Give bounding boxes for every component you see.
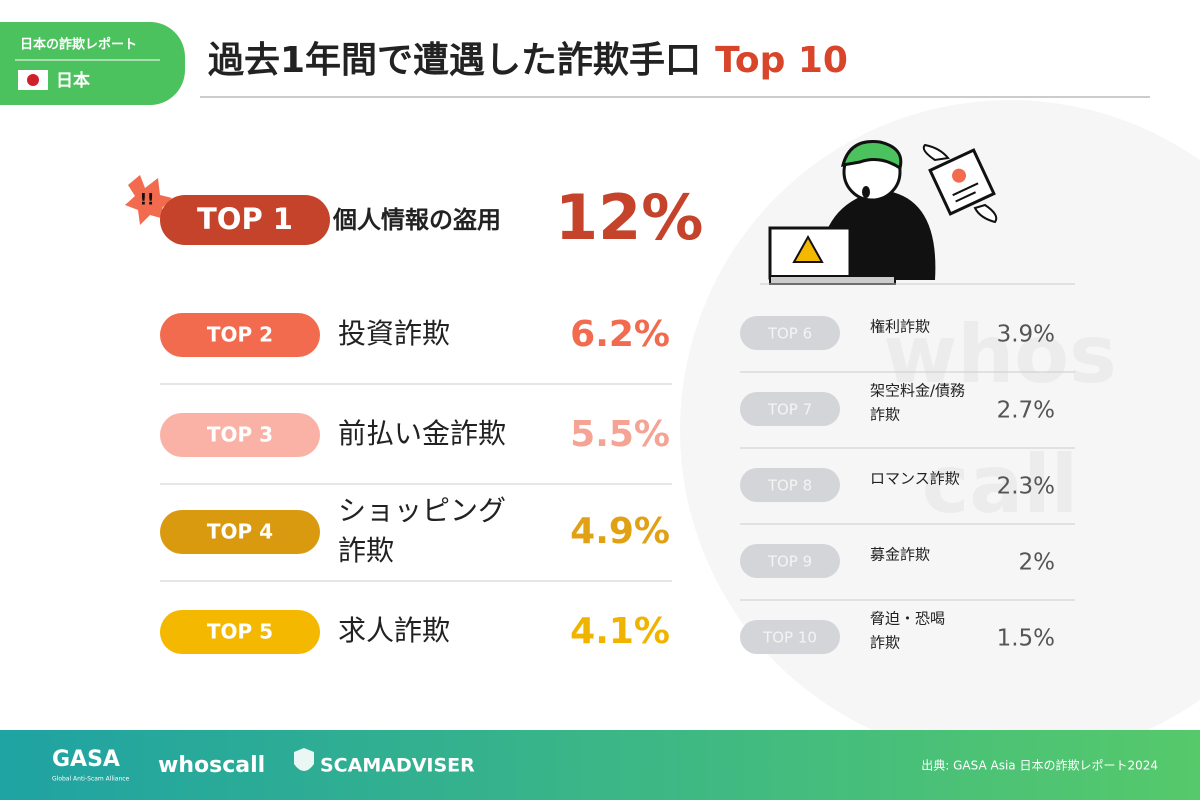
- badge: [0, 22, 185, 105]
- item-name: ロマンス詐欺: [870, 470, 960, 488]
- logo-gasa: GASA: [52, 747, 120, 772]
- title-highlight: Top 10: [715, 40, 848, 81]
- footer: [0, 730, 1200, 800]
- rank-pill: [740, 620, 840, 654]
- badge-title: 日本の詐欺レポート: [20, 37, 137, 53]
- rank-label: TOP 2: [207, 323, 273, 347]
- item-value: 5.5%: [570, 414, 670, 455]
- item-name: 求人詐欺: [338, 614, 450, 647]
- logo-whoscall: whoscall: [158, 753, 265, 778]
- title-text: 過去1年間で遭遇した詐欺手口: [208, 40, 701, 81]
- rank-label: TOP 6: [767, 325, 812, 343]
- rank-pill: [740, 316, 840, 350]
- flag-circle: [27, 74, 39, 86]
- item-name: 投資詐欺: [338, 317, 450, 350]
- rank-label: TOP 7: [767, 401, 812, 419]
- item-name: 詐欺: [338, 534, 394, 567]
- top1-rank: TOP 1: [197, 202, 293, 236]
- rank-pill: [160, 313, 320, 357]
- rank-label: TOP 4: [207, 520, 273, 544]
- rank-pill: [160, 413, 320, 457]
- item-name: ショッピング: [338, 494, 506, 527]
- watermark-circle: [680, 100, 1200, 760]
- badge-country: 日本: [56, 70, 90, 91]
- watermark: whos: [883, 308, 1116, 401]
- item-name: 募金詐欺: [870, 546, 930, 564]
- watermark: call: [922, 438, 1078, 531]
- item-name: 権利詐欺: [870, 318, 930, 336]
- rank-pill: [160, 510, 320, 554]
- logo-scamadviser: SCAMADVISER: [320, 755, 475, 777]
- item-name: 架空料金/債務: [870, 382, 965, 400]
- item-value: 2%: [1019, 550, 1056, 576]
- shield-icon: [294, 748, 314, 771]
- burst-mark: !!: [140, 190, 155, 209]
- item-value: 2.7%: [997, 398, 1055, 424]
- rank-label: TOP 9: [767, 553, 812, 571]
- item-name: 詐欺: [870, 634, 900, 652]
- top1-pill: [160, 195, 330, 245]
- ranking-list: TOP 2 投資詐欺 6.2%TOP 3 前払い金詐欺 5.5%TOP 4ショッピング詐…: [160, 313, 1075, 654]
- item-value: 1.5%: [997, 626, 1055, 652]
- rank-pill: [740, 468, 840, 502]
- item-name: 脅迫・恐喝: [870, 610, 945, 628]
- rank-label: TOP 5: [207, 620, 273, 644]
- rank-pill: [740, 392, 840, 426]
- rank-label: TOP 10: [762, 629, 817, 647]
- item-value: 2.3%: [997, 474, 1055, 500]
- rank-pill: [740, 544, 840, 578]
- rank-label: TOP 3: [207, 423, 273, 447]
- top1-name: 個人情報の盗用: [332, 206, 501, 234]
- title: 過去1年間で遭遇した詐欺手口 Top 10: [208, 40, 848, 81]
- item-name: 詐欺: [870, 406, 900, 424]
- item-value: 6.2%: [570, 314, 670, 355]
- logo-gasa-sub: Global Anti-Scam Alliance: [52, 776, 130, 783]
- top1-value: 12%: [555, 181, 703, 254]
- rank-pill: [160, 610, 320, 654]
- item-value: 4.1%: [570, 611, 670, 652]
- burst-icon: [125, 175, 172, 225]
- item-value: 3.9%: [997, 322, 1055, 348]
- source: 出典: GASA Asia 日本の詐欺レポート2024: [921, 758, 1158, 773]
- item-value: 4.9%: [570, 511, 670, 552]
- item-name: 前払い金詐欺: [338, 417, 506, 450]
- illustration: [768, 139, 998, 285]
- rank-label: TOP 8: [767, 477, 812, 495]
